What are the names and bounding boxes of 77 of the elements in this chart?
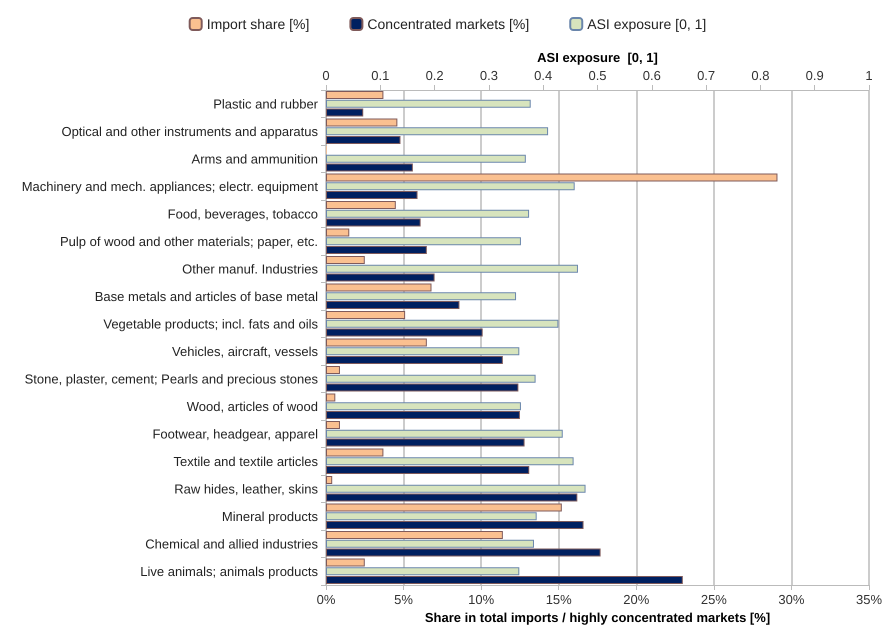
x2-tick-label: 0.3 bbox=[480, 68, 498, 83]
y-tick-label: Food, beverages, tobacco bbox=[168, 206, 318, 222]
y-tick-label: Other manuf. Industries bbox=[182, 261, 318, 276]
bar bbox=[326, 283, 432, 292]
bar bbox=[326, 191, 418, 200]
x2-axis-title: ASI exposure [0, 1] bbox=[537, 50, 658, 65]
y-tick-label: Textile and textile articles bbox=[173, 454, 318, 469]
legend-label: Import share [%] bbox=[206, 16, 310, 32]
bar bbox=[326, 466, 530, 474]
x-tick-label: 35% bbox=[856, 592, 882, 607]
y-tick-label: Vegetable products; incl. fats and oils bbox=[103, 316, 318, 332]
bar bbox=[326, 548, 601, 557]
bar bbox=[326, 530, 503, 539]
x2-tick-label: 0.8 bbox=[751, 68, 770, 83]
x-tick-label: 30% bbox=[778, 592, 805, 607]
legend-label: Concentrated markets [%] bbox=[367, 16, 530, 32]
y-tick-label: Pulp of wood and other materials; paper, etc. bbox=[60, 234, 318, 249]
y-tick-label: Chemical and allied industries bbox=[145, 536, 318, 552]
bar bbox=[326, 393, 336, 402]
y-tick-label: Wood, articles of wood bbox=[186, 398, 318, 414]
y-tick-label: Stone, plaster, cement; Pearls and precious stones bbox=[24, 371, 318, 386]
bar bbox=[326, 328, 483, 337]
bar bbox=[326, 411, 520, 420]
x-tick-label: 0% bbox=[316, 592, 336, 607]
bar bbox=[326, 356, 503, 364]
x-tick-label: 15% bbox=[546, 592, 572, 607]
legend-label: ASI exposure [0, 1] bbox=[587, 16, 706, 32]
bar bbox=[326, 118, 398, 126]
bar bbox=[326, 274, 435, 282]
y-tick-label: Plastic and rubber bbox=[213, 96, 319, 112]
y-tick-label: Optical and other instruments and apparatus bbox=[61, 124, 318, 139]
bar bbox=[326, 338, 427, 346]
bar bbox=[326, 301, 460, 310]
bar bbox=[326, 136, 400, 144]
x-tick-label: 10% bbox=[468, 592, 495, 607]
x2-tick-label: 0.5 bbox=[588, 68, 607, 83]
x-tick-label: 5% bbox=[394, 592, 414, 607]
bar bbox=[326, 164, 413, 172]
bar bbox=[326, 366, 340, 374]
x-axis-title: Share in total imports / highly concentrated markets [%] bbox=[424, 610, 770, 625]
bar bbox=[326, 384, 518, 392]
bar bbox=[326, 173, 778, 182]
y-tick-label: Base metals and articles of base metal bbox=[94, 288, 318, 304]
bar bbox=[326, 438, 525, 447]
x-tick-label: 20% bbox=[623, 592, 650, 607]
y-tick-label: Mineral products bbox=[222, 508, 318, 524]
x2-tick-label: 0.7 bbox=[697, 68, 716, 83]
y-tick-label: Vehicles, aircraft, vessels bbox=[172, 344, 318, 359]
bar bbox=[326, 228, 350, 236]
x2-tick-label: 0.4 bbox=[534, 68, 552, 83]
x2-tick-label: 0.6 bbox=[642, 68, 661, 83]
bar bbox=[326, 218, 421, 227]
bar bbox=[326, 420, 340, 429]
y-tick-label: Footwear, headgear, apparel bbox=[152, 426, 318, 442]
x-tick-label: 25% bbox=[700, 592, 728, 607]
bar bbox=[326, 256, 365, 264]
bar bbox=[326, 200, 396, 209]
x2-tick-label: 0.1 bbox=[371, 68, 390, 83]
bar bbox=[326, 576, 683, 584]
bar bbox=[326, 476, 332, 484]
y-tick-label: Machinery and mech. appliances; electr. equipment bbox=[22, 178, 318, 194]
bar bbox=[326, 246, 427, 254]
bar bbox=[326, 494, 578, 502]
x2-tick-label: 0 bbox=[322, 68, 330, 83]
x2-tick-label: 1 bbox=[865, 68, 873, 83]
x2-tick-label: 0.2 bbox=[426, 68, 444, 83]
x2-tick-label: 0.9 bbox=[806, 68, 824, 83]
bar bbox=[326, 310, 406, 319]
y-tick-label: Live animals; animals products bbox=[140, 564, 318, 579]
bar bbox=[326, 448, 384, 456]
bar bbox=[326, 521, 584, 530]
y-tick-label: Arms and ammunition bbox=[192, 151, 318, 166]
bar bbox=[326, 558, 365, 566]
bar bbox=[326, 108, 364, 117]
y-tick-label: Raw hides, leather, skins bbox=[174, 481, 318, 496]
bar bbox=[326, 90, 384, 99]
bar bbox=[326, 503, 562, 512]
